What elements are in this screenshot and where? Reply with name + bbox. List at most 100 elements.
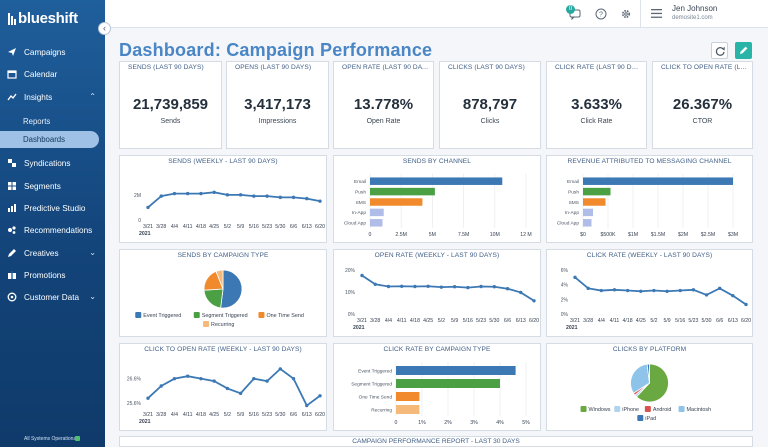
x-tick-label: 5/23 bbox=[688, 318, 698, 324]
x-tick-label: $1M bbox=[628, 232, 638, 238]
sidebar-item-calendar[interactable]: Calendar bbox=[0, 64, 105, 84]
x-tick-label: 4/25 bbox=[209, 224, 219, 230]
category-label: One Time Send bbox=[359, 394, 393, 400]
series-line bbox=[147, 191, 321, 209]
x-tick-label: 6/13 bbox=[516, 318, 526, 324]
bar bbox=[370, 219, 383, 227]
data-point bbox=[291, 376, 296, 381]
kpi-title: SENDS (LAST 90 DAYS) bbox=[128, 64, 204, 71]
bar bbox=[396, 392, 420, 401]
bar bbox=[396, 379, 500, 388]
bar bbox=[396, 366, 516, 375]
bar bbox=[583, 198, 606, 206]
data-point bbox=[185, 374, 190, 378]
sidebar-subitem-dashboards[interactable]: Dashboards bbox=[0, 131, 99, 148]
x-tick-label: $2M bbox=[678, 232, 688, 238]
logo[interactable]: blueshift bbox=[8, 8, 78, 28]
chevron-up-icon: ⌃ bbox=[89, 92, 96, 101]
x-tick-label: 4/18 bbox=[623, 318, 633, 324]
bar bbox=[583, 208, 593, 217]
x-tick-label: $1.5M bbox=[651, 232, 665, 238]
edit-button[interactable] bbox=[735, 42, 752, 59]
y-tick-label: 2M bbox=[134, 193, 141, 199]
sidebar-item-segments[interactable]: Segments bbox=[0, 176, 105, 196]
y-tick-label: 2% bbox=[561, 297, 569, 303]
customer-data-icon bbox=[7, 292, 17, 302]
data-point bbox=[573, 275, 577, 280]
data-point bbox=[373, 282, 377, 286]
category-label: In-App bbox=[352, 210, 366, 216]
data-point bbox=[146, 396, 150, 400]
data-point bbox=[172, 376, 177, 381]
segments-icon bbox=[7, 181, 17, 191]
insights-icon bbox=[7, 92, 17, 102]
x-tick-label: 5/30 bbox=[489, 318, 499, 324]
gear-icon[interactable] bbox=[620, 8, 632, 20]
sidebar-item-creatives[interactable]: Creatives ⌄ bbox=[0, 243, 105, 263]
legend-swatch bbox=[135, 312, 142, 318]
kpi-value: 3,417,173 bbox=[244, 96, 311, 113]
collapse-sidebar-button[interactable]: ‹ bbox=[98, 22, 111, 35]
data-point bbox=[212, 379, 216, 383]
x-tick-label: $2.5M bbox=[701, 232, 715, 238]
legend-swatch bbox=[614, 406, 621, 412]
sidebar-item-customer-data[interactable]: Customer Data ⌄ bbox=[0, 287, 105, 307]
click-rate-campaign-type-chart: 0 1% 2% 3% 4% 5% Event Triggered Segment Trigge… bbox=[351, 362, 530, 426]
y-tick-label: 20% bbox=[345, 268, 356, 274]
y-tick-label: 10% bbox=[345, 290, 356, 296]
sidebar-item-syndications[interactable]: Syndications bbox=[0, 153, 105, 173]
x-tick-label: 5/2 bbox=[438, 318, 445, 324]
x-tick-label: 6/6 bbox=[290, 412, 297, 418]
calendar-icon bbox=[7, 69, 17, 79]
x-tick-label: 4/11 bbox=[397, 318, 407, 324]
x-year-label: 2021 bbox=[139, 231, 151, 237]
send-icon bbox=[7, 47, 17, 57]
refresh-button[interactable] bbox=[711, 42, 728, 59]
series-line bbox=[147, 367, 321, 407]
x-tick-label: 6/20 bbox=[315, 224, 325, 230]
ctor-weekly-chart: 25.6% 26.6% 3/21 3/28 4/4 4/11 4/18 4/25 5/2 5/9 5… bbox=[127, 367, 325, 425]
x-tick-label: 4/11 bbox=[610, 318, 620, 324]
data-point bbox=[225, 386, 230, 391]
help-icon[interactable]: ? bbox=[595, 8, 607, 20]
y-tick-label: 25.6% bbox=[127, 401, 142, 407]
x-tick-label: 5/2 bbox=[224, 224, 231, 230]
sidebar-item-recommendations[interactable]: Recommendations bbox=[0, 220, 105, 240]
logo-mark-icon bbox=[8, 13, 16, 25]
promotions-icon bbox=[7, 270, 17, 280]
category-label: In-App bbox=[565, 210, 579, 216]
legend-swatch bbox=[193, 312, 200, 318]
predictive-icon bbox=[7, 203, 17, 213]
pie-slice bbox=[203, 288, 224, 309]
kpi-title: CLICK TO OPEN RATE (LAST 90 DAYS) bbox=[661, 64, 752, 71]
system-status-text[interactable]: All Systems Operational bbox=[24, 436, 78, 442]
clicks-platform-chart: Windows iPhone Android Macintosh iPad bbox=[580, 363, 711, 422]
sidebar-item-predictive-studio[interactable]: Predictive Studio bbox=[0, 198, 105, 218]
data-point bbox=[691, 288, 696, 292]
category-label: Recurring bbox=[371, 407, 392, 413]
data-point bbox=[678, 288, 682, 293]
chart-card-sends-campaign-type: SENDS BY CAMPAIGN TYPE Event Triggered Seg… bbox=[119, 249, 327, 337]
category-label: Push bbox=[568, 189, 579, 195]
data-point bbox=[238, 391, 243, 396]
sidebar-subitem-reports[interactable]: Reports bbox=[0, 113, 99, 130]
sidebar-item-insights[interactable]: Insights ⌃ bbox=[0, 87, 105, 107]
sidebar-item-promotions[interactable]: Promotions bbox=[0, 265, 105, 285]
sidebar-item-label: Segments bbox=[24, 181, 61, 191]
category-label: SMS bbox=[569, 200, 579, 206]
chart-card-ctor-weekly: CLICK TO OPEN RATE (WEEKLY - LAST 90 DAY… bbox=[119, 343, 327, 431]
sidebar-item-label: Recommendations bbox=[24, 225, 93, 235]
data-point bbox=[318, 199, 322, 203]
pie-slice bbox=[630, 363, 650, 394]
x-tick-label: 4/25 bbox=[209, 412, 219, 418]
data-point bbox=[265, 194, 269, 198]
user-name[interactable]: Jen Johnson bbox=[672, 4, 718, 13]
data-point bbox=[399, 284, 404, 288]
x-tick-label: 4/18 bbox=[196, 412, 206, 418]
kpi-label: CTOR bbox=[692, 118, 713, 125]
chart-card-click-rate-weekly: CLICK RATE (WEEKLY - LAST 90 DAYS) 0% 2% 4%… bbox=[546, 249, 753, 337]
x-tick-label: 5% bbox=[522, 420, 530, 426]
menu-icon[interactable] bbox=[651, 9, 662, 18]
data-point bbox=[305, 403, 309, 408]
sidebar-item-campaigns[interactable]: Campaigns bbox=[0, 42, 105, 62]
